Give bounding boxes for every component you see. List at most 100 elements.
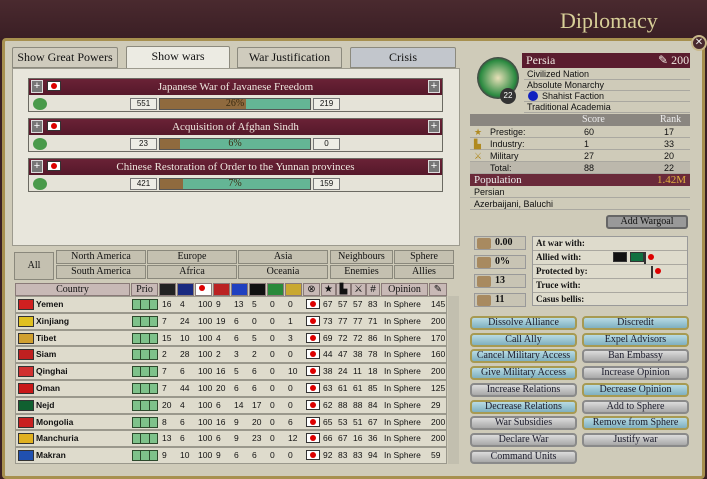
great-power-flag-6[interactable] xyxy=(267,283,284,296)
relations-box: At war with: Allied with: Protected by: … xyxy=(532,236,688,306)
discredit-button[interactable]: Discredit xyxy=(582,316,689,330)
table-row[interactable]: Makran 9 10 100 9 6 6 0 0 92 83 83 94 In Sphere 59 xyxy=(15,447,447,464)
sort-prio[interactable]: Prio xyxy=(131,283,158,296)
filter-all[interactable]: All xyxy=(14,252,54,280)
priority-selector[interactable] xyxy=(132,332,158,344)
great-power-flag-4[interactable] xyxy=(231,283,248,296)
defender-score: 159 xyxy=(313,178,340,190)
table-row[interactable]: Nejd 20 4 100 6 14 17 0 0 62 88 88 84 In Sphere 29 xyxy=(15,396,447,414)
add-defender-button[interactable]: + xyxy=(428,160,440,173)
filter-neighbours[interactable]: Neighbours xyxy=(330,250,393,264)
table-row[interactable]: Manchuria 13 6 100 6 9 23 0 12 66 67 16 36 In Sphere 2… xyxy=(15,430,447,448)
table-row[interactable]: Yemen 16 4 100 9 13 5 0 0 67 57 57 83 In Sphere 145 xyxy=(15,296,447,313)
remove-from-sphere-button[interactable]: Remove from Sphere xyxy=(582,416,689,431)
tab-show-wars[interactable]: Show wars xyxy=(126,46,230,69)
great-power-flag-0[interactable] xyxy=(159,283,176,296)
great-power-flag-5[interactable] xyxy=(249,283,266,296)
priority-selector[interactable] xyxy=(132,366,158,378)
filter-south-america[interactable]: South America xyxy=(56,265,146,279)
great-power-flag-2[interactable] xyxy=(195,283,212,296)
score-row: ★ Prestige: 60 17 xyxy=(470,126,690,138)
call-ally-button[interactable]: Call Ally xyxy=(470,332,577,347)
war-entry[interactable]: Japanese War of Javanese Freedom + +551 26%… xyxy=(28,78,443,112)
priority-selector[interactable] xyxy=(132,399,158,411)
great-power-flag-1[interactable] xyxy=(177,283,194,296)
cell: 88 xyxy=(353,399,363,410)
tab-crisis[interactable]: Crisis xyxy=(350,47,456,68)
tab-war-justification[interactable]: War Justification xyxy=(237,47,342,68)
military-icon[interactable]: ⚔ xyxy=(351,283,366,296)
ally-flag-japan[interactable] xyxy=(644,252,647,264)
priority-selector[interactable] xyxy=(132,433,158,445)
cancel-military-access-button[interactable]: Cancel Military Access xyxy=(470,349,577,364)
dissolve-alliance-button[interactable]: Dissolve Alliance xyxy=(470,316,577,330)
add-attacker-button[interactable]: + xyxy=(31,160,43,173)
war-entry[interactable]: Acquisition of Afghan Sindh + +23 6% 0 xyxy=(28,118,443,152)
country-flag xyxy=(18,450,34,462)
cell: 77 xyxy=(353,315,363,326)
add-defender-button[interactable]: + xyxy=(428,80,440,93)
cell: 44 xyxy=(323,349,333,360)
allied-with-label: Allied with: xyxy=(533,251,687,265)
filter-enemies[interactable]: Enemies xyxy=(330,265,393,279)
protector-flag-japan[interactable] xyxy=(650,266,653,278)
add-attacker-button[interactable]: + xyxy=(31,80,43,93)
filter-europe[interactable]: Europe xyxy=(147,250,237,264)
priority-selector[interactable] xyxy=(132,299,158,310)
war-subsidies-button[interactable]: War Subsidies xyxy=(470,416,577,431)
sphere-leader-icon[interactable]: ⊗ xyxy=(303,283,320,296)
table-row[interactable]: Qinghai 7 6 100 16 5 6 0 10 38 24 11 18 In Sphere 200 xyxy=(15,363,447,380)
cell: 0 xyxy=(270,299,275,309)
cell: 57 xyxy=(353,299,363,309)
ban-embassy-button[interactable]: Ban Embassy xyxy=(582,349,689,364)
add-defender-button[interactable]: + xyxy=(428,120,440,133)
influence-icon[interactable]: ✎ xyxy=(429,283,447,296)
priority-selector[interactable] xyxy=(132,349,158,361)
table-scrollbar[interactable] xyxy=(448,296,459,464)
decrease-opinion-button[interactable]: Decrease Opinion xyxy=(582,382,689,397)
filter-sphere[interactable]: Sphere xyxy=(394,250,454,264)
ally-flag-afghanistan[interactable] xyxy=(613,252,627,262)
priority-selector[interactable] xyxy=(132,416,158,428)
declare-war-button[interactable]: Declare War xyxy=(470,432,577,447)
cell: 9 xyxy=(234,433,239,444)
priority-selector[interactable] xyxy=(132,450,158,462)
table-row[interactable]: Oman 7 44 100 20 6 6 0 0 63 61 61 85 In Sphere 125 xyxy=(15,379,447,397)
industry-icon[interactable]: ▙ xyxy=(336,283,351,296)
filter-oceania[interactable]: Oceania xyxy=(238,265,328,279)
filter-north-america[interactable]: North America xyxy=(56,250,146,264)
table-row[interactable]: Mongolia 8 6 100 16 9 20 0 6 65 53 51 67 In Sphere 200 xyxy=(15,413,447,431)
sort-opinion[interactable]: Opinion xyxy=(381,283,428,296)
country-flag xyxy=(18,366,34,378)
increase-relations-button[interactable]: Increase Relations xyxy=(470,382,577,397)
table-row[interactable]: Xinjiang 7 24 100 19 6 0 0 1 73 77 77 71 In Sphere 200 xyxy=(15,312,447,330)
great-power-flag-7[interactable] xyxy=(285,283,302,296)
give-military-access-button[interactable]: Give Military Access xyxy=(470,366,577,381)
increase-opinion-button[interactable]: Increase Opinion xyxy=(582,366,689,381)
filter-africa[interactable]: Africa xyxy=(147,265,237,279)
add-attacker-button[interactable]: + xyxy=(31,120,43,133)
table-row[interactable]: Tibet 15 10 100 4 6 5 0 3 69 72 72 86 In Sphere 170 xyxy=(15,329,447,347)
add-wargoal-button[interactable]: Add Wargoal xyxy=(606,215,688,229)
tab-show-great-powers[interactable]: Show Great Powers xyxy=(12,47,118,68)
decrease-relations-button[interactable]: Decrease Relations xyxy=(470,399,577,414)
warscore-fill xyxy=(160,99,246,109)
prestige-star-icon[interactable]: ★ xyxy=(321,283,336,296)
cell: 9 xyxy=(162,450,167,461)
great-power-flag-3[interactable] xyxy=(213,283,230,296)
ally-flag-nejd[interactable] xyxy=(630,252,644,262)
close-button[interactable]: ✕ xyxy=(691,35,707,51)
rank-hash-icon[interactable]: # xyxy=(366,283,380,296)
priority-selector[interactable] xyxy=(132,315,158,327)
sort-country[interactable]: Country xyxy=(15,283,130,296)
table-row[interactable]: Siam 2 28 100 2 3 2 0 0 44 47 38 78 In Sphere 160 xyxy=(15,346,447,364)
priority-selector[interactable] xyxy=(132,382,158,394)
filter-allies[interactable]: Allies xyxy=(394,265,454,279)
war-entry[interactable]: Chinese Restoration of Order to the Yunn… xyxy=(28,158,443,192)
expel-advisors-button[interactable]: Expel Advisors xyxy=(582,332,689,347)
add-to-sphere-button[interactable]: Add to Sphere xyxy=(582,399,689,414)
filter-asia[interactable]: Asia xyxy=(238,250,328,264)
justify-war-button[interactable]: Justify war xyxy=(582,432,689,447)
cell: 78 xyxy=(368,349,378,360)
command-units-button[interactable]: Command Units xyxy=(470,449,577,464)
